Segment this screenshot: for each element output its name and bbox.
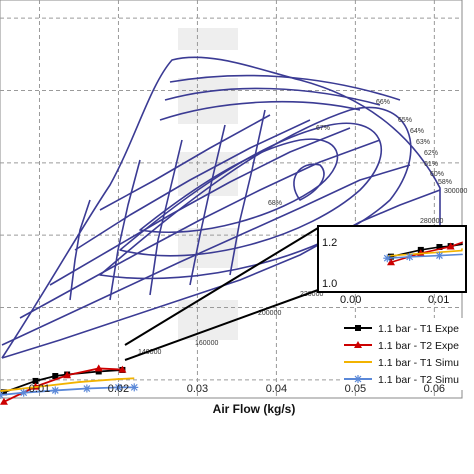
series-3-point-2 (51, 386, 60, 395)
speed-label-280000: 280000 (420, 218, 443, 225)
series-3-point-1 (19, 388, 28, 397)
legend-item-3: 1.1 bar - T2 Simu (344, 374, 459, 386)
x-tick-0.04: 0.04 (266, 383, 287, 395)
series-1-point-3 (94, 364, 103, 372)
inset-3-point-1 (405, 252, 414, 261)
series-line-2 (0, 377, 135, 393)
inset-1-point-2 (446, 242, 455, 250)
inset-3-point-2 (435, 251, 444, 260)
legend-item-0: 1.1 bar - T1 Expe (344, 323, 459, 335)
inset-y-tick-1.0: 1.0 (322, 278, 337, 290)
watermark (178, 28, 238, 340)
inset-0-point-0 (388, 253, 394, 260)
legend-marker-0 (355, 325, 361, 331)
inset-1-point-0 (387, 258, 395, 266)
efficiency-arc-1 (159, 100, 361, 121)
series-0-point-0 (0, 389, 7, 396)
inset-series-3 (383, 251, 463, 263)
series-3 (0, 383, 139, 399)
efficiency-label-8: 67% (316, 125, 330, 132)
efficiency-label-4: 62% (424, 150, 438, 157)
series-2 (0, 377, 135, 393)
series-layer (0, 364, 139, 405)
speed-line-mid (1, 164, 411, 346)
inset-line-0 (390, 243, 463, 258)
efficiency-label-7: 58% (438, 179, 452, 186)
inset-series (383, 241, 463, 266)
surge-2 (109, 159, 141, 301)
x-tick-0.01: 0.01 (29, 383, 50, 395)
series-1-point-0 (0, 397, 8, 405)
speed-line-5 (74, 119, 311, 251)
efficiency-label-2: 64% (410, 128, 424, 135)
series-3-point-0 (0, 390, 4, 399)
surge-4 (189, 124, 226, 286)
speed-label-160000: 160000 (195, 340, 218, 347)
speed-label-220000: 220000 (300, 291, 323, 298)
legend-item-1: 1.1 bar - T2 Expe (344, 340, 459, 352)
speed-label-300000: 300000 (444, 188, 467, 195)
x-axis-ticks: 0.01 0.02 0.03 0.04 0.05 0.06 (29, 383, 445, 395)
x-axis-label: Air Flow (kg/s) (213, 402, 296, 416)
inset-chart: 1.2 1.0 0.00 0.01 (317, 225, 467, 306)
speed-line-6 (99, 114, 271, 211)
efficiency-island-core (293, 163, 325, 201)
efficiency-island-1 (139, 138, 339, 234)
series-0-point-2 (52, 373, 59, 380)
legend-label-2: 1.1 bar - T1 Simu (378, 357, 459, 369)
x-tick-0.05: 0.05 (345, 383, 366, 395)
efficiency-label-1: 65% (398, 117, 412, 124)
series-0 (0, 366, 126, 396)
inset-3-point-0 (383, 254, 392, 263)
legend-label-1: 1.1 bar - T2 Expe (378, 340, 459, 352)
efficiency-island-2 (119, 122, 383, 257)
speed-label-200000: 200000 (258, 310, 281, 317)
efficiency-label-6: 60% (430, 171, 444, 178)
series-3-point-5 (130, 383, 139, 392)
efficiency-label-3: 63% (416, 139, 430, 146)
speed-line-3 (19, 139, 381, 319)
compressor-map (1, 56, 441, 359)
inset-x-tick-0.00: 0.00 (340, 294, 361, 306)
x-tick-0.06: 0.06 (424, 383, 445, 395)
plot-area (0, 0, 463, 399)
speed-label-140000: 140000 (138, 349, 161, 356)
series-0-point-1 (32, 377, 39, 384)
surge-5 (229, 109, 266, 276)
x-tick-0.03: 0.03 (187, 383, 208, 395)
efficiency-arc-3 (169, 74, 401, 101)
efficiency-label-9: 68% (268, 200, 282, 207)
series-3-point-4 (114, 383, 123, 392)
inset-y-tick-1.2: 1.2 (322, 237, 337, 249)
efficiency-label-0: 66% (376, 99, 390, 106)
efficiency-label-5: 61% (424, 161, 438, 168)
speed-line-4 (49, 127, 351, 286)
map-annotations: 66% 65% 64% 63% 62% 61% 60%58% 67% 68% 140000 1600… (138, 99, 467, 356)
legend-item-2: 1.1 bar - T1 Simu (344, 357, 459, 369)
surge-1 (69, 199, 91, 301)
efficiency-arc-2 (164, 87, 381, 106)
x-tick-0.02: 0.02 (108, 383, 129, 395)
efficiency-island-3 (99, 106, 412, 280)
inset-0-point-2 (436, 244, 443, 251)
legend: 1.1 bar - T1 Expe 1.1 bar - T2 Expe 1.1 ba… (340, 318, 474, 390)
legend-marker-3 (354, 375, 362, 383)
series-1-point-2 (63, 371, 72, 379)
zoom-lines (124, 227, 319, 361)
inset-x-tick-0.01: 0.01 (428, 294, 449, 306)
series-0-point-4 (95, 368, 102, 375)
legend-label-3: 1.1 bar - T2 Simu (378, 374, 459, 386)
legend-label-0: 1.1 bar - T1 Expe (378, 323, 459, 335)
speed-line-high (1, 189, 441, 359)
legend-marker-1 (354, 341, 362, 348)
map-outline (1, 56, 441, 359)
series-3-point-3 (82, 384, 91, 393)
series-1-point-4 (118, 365, 127, 373)
series-line-0 (3, 369, 123, 394)
